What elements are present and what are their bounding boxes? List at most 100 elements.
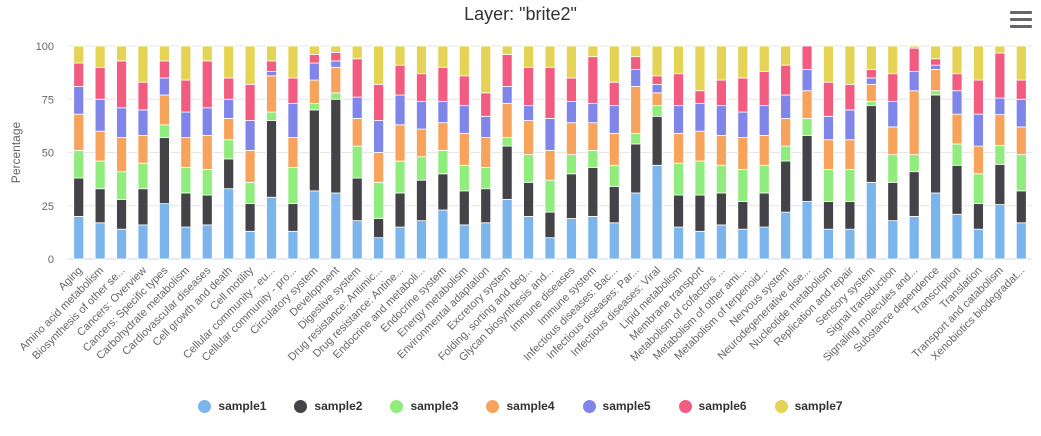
bar-segment-sample6[interactable]: [544, 66, 556, 119]
bar-segment-sample7[interactable]: [673, 45, 684, 75]
bar-segment-sample4[interactable]: [501, 103, 513, 138]
bar-segment-sample2[interactable]: [951, 164, 963, 215]
bar-segment-sample3[interactable]: [801, 118, 813, 136]
bar-segment-sample6[interactable]: [844, 83, 856, 111]
bar-segment-sample2[interactable]: [801, 135, 813, 202]
bar-segment-sample6[interactable]: [458, 75, 470, 107]
bar-segment-sample7[interactable]: [865, 45, 877, 70]
legend-item-sample5[interactable]: sample5: [582, 399, 651, 413]
bar-segment-sample5[interactable]: [308, 62, 320, 81]
bar-segment-sample3[interactable]: [737, 169, 749, 202]
bar-segment-sample4[interactable]: [158, 94, 170, 126]
bar-segment-sample1[interactable]: [501, 198, 513, 260]
bar-segment-sample4[interactable]: [180, 137, 192, 168]
bar-segment-sample4[interactable]: [823, 139, 834, 170]
bar-segment-sample1[interactable]: [94, 222, 106, 260]
bar-segment-sample6[interactable]: [394, 64, 406, 96]
bar-segment-sample7[interactable]: [844, 45, 856, 85]
bar-segment-sample5[interactable]: [244, 120, 256, 151]
bar-segment-sample6[interactable]: [501, 54, 513, 87]
bar-segment-sample3[interactable]: [201, 169, 213, 196]
bar-segment-sample6[interactable]: [673, 73, 684, 107]
bar-segment-sample3[interactable]: [73, 149, 85, 179]
bar-segment-sample1[interactable]: [308, 190, 320, 260]
bar-segment-sample1[interactable]: [394, 226, 406, 260]
bar-segment-sample5[interactable]: [501, 86, 513, 104]
bar-segment-sample3[interactable]: [416, 156, 427, 181]
bar-segment-sample7[interactable]: [973, 45, 984, 81]
bar-segment-sample3[interactable]: [501, 137, 513, 147]
bar-segment-sample6[interactable]: [651, 75, 663, 85]
bar-segment-sample2[interactable]: [823, 201, 834, 230]
bar-segment-sample7[interactable]: [501, 45, 513, 55]
bar-segment-sample1[interactable]: [544, 237, 556, 260]
bar-segment-sample5[interactable]: [908, 71, 920, 92]
bar-segment-sample5[interactable]: [458, 105, 470, 134]
bar-segment-sample7[interactable]: [651, 45, 663, 77]
bar-segment-sample4[interactable]: [608, 132, 620, 166]
bar-segment-sample4[interactable]: [416, 128, 427, 158]
bar-segment-sample7[interactable]: [158, 45, 170, 62]
bar-segment-sample4[interactable]: [523, 120, 534, 156]
bar-segment-sample7[interactable]: [458, 45, 470, 77]
bar-segment-sample7[interactable]: [694, 45, 706, 92]
bar-segment-sample6[interactable]: [630, 56, 642, 70]
bar-segment-sample5[interactable]: [1015, 98, 1027, 128]
bar-segment-sample2[interactable]: [908, 171, 920, 217]
bar-segment-sample3[interactable]: [994, 144, 1006, 165]
bar-segment-sample5[interactable]: [973, 113, 984, 147]
bar-segment-sample5[interactable]: [694, 103, 706, 132]
bar-segment-sample4[interactable]: [651, 92, 663, 107]
bar-segment-sample5[interactable]: [394, 94, 406, 126]
bar-segment-sample2[interactable]: [373, 218, 385, 239]
bar-segment-sample1[interactable]: [887, 220, 899, 260]
bar-segment-sample3[interactable]: [330, 92, 342, 100]
bar-segment-sample2[interactable]: [780, 160, 792, 213]
bar-segment-sample6[interactable]: [908, 47, 920, 72]
bar-segment-sample4[interactable]: [351, 118, 363, 147]
bar-segment-sample5[interactable]: [823, 115, 834, 141]
bar-segment-sample7[interactable]: [266, 45, 277, 62]
bar-segment-sample1[interactable]: [201, 224, 213, 260]
bar-segment-sample2[interactable]: [887, 181, 899, 222]
bar-segment-sample3[interactable]: [137, 162, 149, 190]
bar-segment-sample2[interactable]: [330, 98, 342, 194]
bar-segment-sample7[interactable]: [908, 45, 920, 49]
bar-segment-sample3[interactable]: [158, 124, 170, 138]
bar-segment-sample4[interactable]: [394, 124, 406, 162]
bar-segment-sample4[interactable]: [887, 126, 899, 156]
bar-segment-sample2[interactable]: [673, 194, 684, 228]
bar-segment-sample7[interactable]: [523, 45, 534, 68]
bar-segment-sample1[interactable]: [351, 220, 363, 260]
bar-segment-sample1[interactable]: [158, 203, 170, 260]
bar-segment-sample2[interactable]: [737, 201, 749, 230]
bar-segment-sample7[interactable]: [994, 45, 1006, 54]
bar-segment-sample2[interactable]: [416, 179, 427, 222]
bar-segment-sample2[interactable]: [1015, 190, 1027, 224]
bar-segment-sample1[interactable]: [416, 220, 427, 260]
bar-segment-sample4[interactable]: [223, 118, 235, 141]
bar-segment-sample4[interactable]: [266, 75, 277, 113]
bar-segment-sample5[interactable]: [651, 83, 663, 94]
bar-segment-sample1[interactable]: [737, 228, 749, 260]
bar-segment-sample3[interactable]: [887, 154, 899, 183]
bar-segment-sample2[interactable]: [501, 145, 513, 200]
bar-segment-sample6[interactable]: [480, 92, 492, 117]
bar-segment-sample5[interactable]: [844, 109, 856, 141]
legend-item-sample7[interactable]: sample7: [774, 399, 843, 413]
bar-segment-sample3[interactable]: [758, 164, 770, 194]
bar-segment-sample5[interactable]: [608, 105, 620, 134]
bar-segment-sample2[interactable]: [351, 177, 363, 222]
bar-segment-sample4[interactable]: [630, 86, 642, 134]
bar-segment-sample5[interactable]: [523, 105, 534, 121]
bar-segment-sample1[interactable]: [116, 228, 127, 260]
bar-segment-sample1[interactable]: [844, 228, 856, 260]
bar-segment-sample5[interactable]: [158, 77, 170, 96]
bar-segment-sample4[interactable]: [737, 137, 749, 170]
bar-segment-sample5[interactable]: [416, 100, 427, 130]
bar-segment-sample1[interactable]: [973, 228, 984, 260]
bar-segment-sample3[interactable]: [351, 145, 363, 179]
bar-segment-sample1[interactable]: [73, 215, 85, 260]
bar-segment-sample4[interactable]: [844, 139, 856, 170]
legend-item-sample4[interactable]: sample4: [486, 399, 555, 413]
